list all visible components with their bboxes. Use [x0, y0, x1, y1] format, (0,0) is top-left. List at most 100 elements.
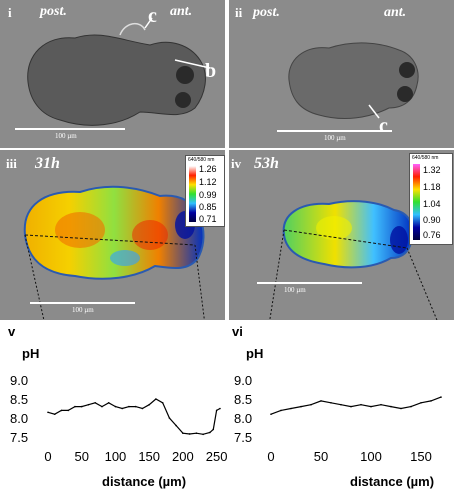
scale-bar: [257, 282, 362, 284]
y-tick-label: 9.0: [10, 373, 28, 388]
scale-bar: [30, 302, 135, 304]
data-point: [188, 433, 191, 435]
x-tick-label: 150: [410, 449, 432, 464]
data-point: [440, 396, 442, 398]
colorbar-tick: 0.99: [199, 190, 217, 200]
ratiometric-image-iii: [23, 185, 205, 320]
data-point: [380, 403, 382, 406]
x-tick-label: 250: [206, 449, 228, 464]
x-tick-label: 50: [314, 449, 328, 464]
scale-label: 100 µm: [55, 132, 77, 140]
posterior-label: post.: [253, 5, 280, 20]
data-point: [155, 398, 157, 400]
panel-label: i: [8, 5, 12, 20]
data-point: [350, 405, 352, 408]
data-point: [101, 405, 103, 408]
x-tick-label: 100: [360, 449, 382, 464]
data-point: [87, 403, 90, 406]
colorbar-tick: 1.12: [199, 177, 217, 187]
plot-label: vi: [232, 324, 243, 339]
colorbar: 640/580 nm 1.32 1.18 1.04 0.90 0.76: [409, 153, 453, 245]
panel-iv: iv 53h 100 µm 640/580 nm 1.32 1.18 1.04 …: [229, 150, 454, 320]
data-point: [161, 402, 164, 404]
data-point: [47, 411, 49, 414]
data-point: [195, 432, 198, 434]
plot-label: v: [8, 324, 16, 339]
anterior-label: ant.: [170, 4, 193, 19]
data-point: [107, 402, 110, 404]
larva-micrograph-ii: [288, 42, 419, 120]
data-point: [330, 402, 332, 404]
data-point: [80, 405, 83, 408]
x-tick-label: 100: [105, 449, 127, 464]
data-point: [53, 413, 56, 415]
y-tick-label: 8.0: [10, 411, 28, 426]
colorbar: 640/580 nm 1.26 1.12 0.99 0.85 0.71: [185, 155, 225, 227]
data-point: [219, 407, 221, 410]
y-axis-label: pH: [246, 346, 264, 361]
x-axis-label: distance (µm): [350, 474, 435, 489]
colorbar-title: 640/580 nm: [188, 157, 215, 163]
scale-label: 100 µm: [324, 134, 346, 142]
y-tick-label: 7.5: [234, 430, 252, 445]
x-tick-label: 0: [44, 449, 51, 464]
data-point: [94, 402, 97, 404]
callout-b: b: [205, 60, 217, 82]
panel-label: iv: [231, 156, 242, 171]
ph-series-line: [47, 398, 221, 435]
data-point: [209, 431, 211, 434]
data-point: [134, 405, 137, 408]
data-point: [310, 403, 312, 406]
larva-micrograph-i: [27, 17, 211, 126]
data-point: [168, 417, 171, 419]
scale-label: 100 µm: [72, 306, 94, 314]
colorbar-tick: 0.90: [423, 215, 441, 225]
data-point: [270, 413, 272, 415]
colorbar-gradient: [413, 164, 420, 240]
colorbar-tick: 0.76: [423, 230, 441, 240]
data-point: [128, 405, 130, 408]
y-tick-label: 9.0: [234, 373, 252, 388]
data-point: [410, 405, 412, 408]
x-tick-label: 0: [267, 449, 274, 464]
colorbar-tick: 1.04: [423, 199, 441, 209]
data-point: [121, 407, 123, 410]
data-point: [390, 405, 392, 408]
data-point: [202, 433, 204, 436]
y-tick-label: 8.0: [234, 411, 252, 426]
data-point: [430, 400, 432, 402]
data-point: [67, 409, 70, 412]
posterior-label: post.: [40, 4, 67, 19]
data-point: [360, 403, 362, 406]
data-point: [370, 405, 372, 408]
data-point: [290, 407, 292, 410]
ph-line-chart-v: 9.0 8.5 8.0 7.5 0 50 100 150 200 250: [10, 373, 228, 464]
scale-bar: [15, 128, 125, 130]
x-tick-label: 200: [172, 449, 194, 464]
callout-c: c: [148, 5, 157, 27]
colorbar-title: 640/580 nm: [412, 155, 439, 161]
x-tick-label: 150: [138, 449, 160, 464]
y-tick-label: 8.5: [234, 392, 252, 407]
data-point: [114, 405, 117, 408]
data-point: [400, 407, 402, 410]
data-point: [420, 402, 422, 404]
time-label: 31h: [35, 155, 60, 172]
data-point: [300, 405, 302, 408]
y-axis-label: pH: [22, 346, 40, 361]
x-axis-label: distance (µm): [102, 474, 187, 489]
scale-label: 100 µm: [284, 286, 306, 294]
anterior-label: ant.: [384, 5, 407, 20]
data-point: [212, 428, 215, 431]
colorbar-tick: 1.32: [423, 165, 441, 175]
panel-label: ii: [235, 5, 243, 20]
ph-series-line: [270, 396, 442, 415]
data-point: [74, 405, 76, 408]
x-tick-label: 50: [74, 449, 88, 464]
data-point: [182, 432, 184, 434]
callout-c: c: [379, 115, 388, 137]
data-point: [141, 407, 144, 410]
scale-bar: [277, 130, 392, 132]
data-point: [175, 424, 177, 427]
data-point: [215, 409, 218, 412]
